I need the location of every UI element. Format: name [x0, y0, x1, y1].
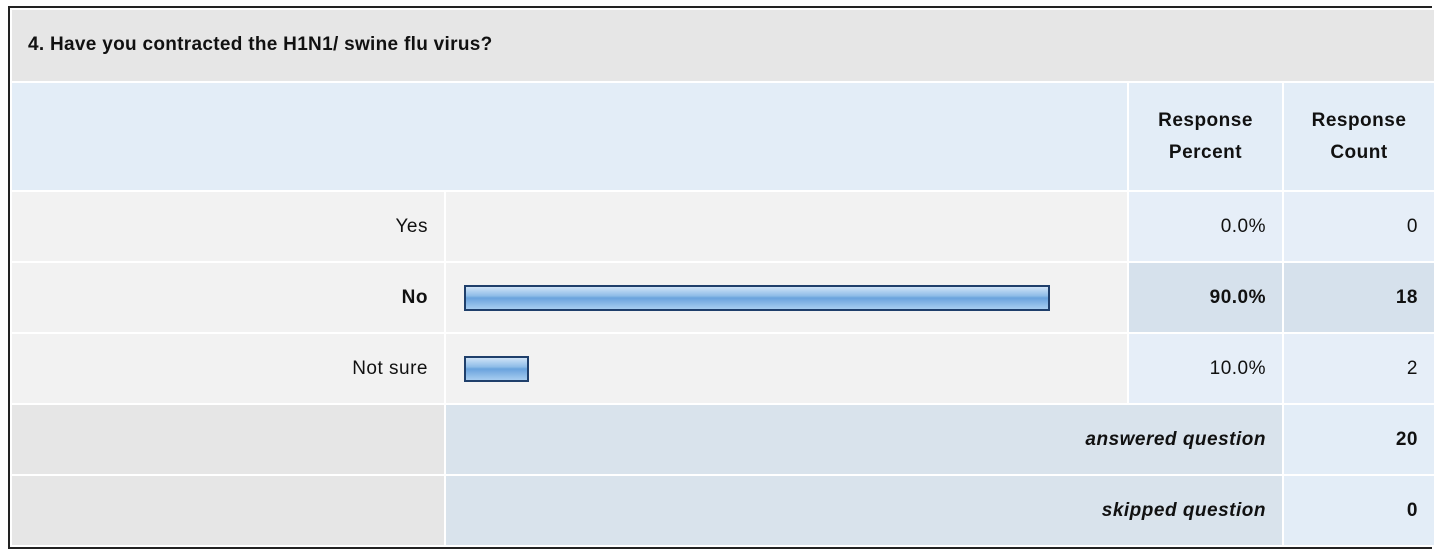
response-percent: 0.0%	[1127, 190, 1284, 264]
bar-cell	[444, 261, 1129, 335]
results-table: 4. Have you contracted the H1N1/ swine f…	[10, 8, 1436, 547]
response-percent: 90.0%	[1127, 261, 1284, 335]
summary-count: 0	[1282, 474, 1436, 547]
answer-label: Yes	[10, 190, 446, 264]
bar-cell	[444, 332, 1129, 406]
question-title: 4. Have you contracted the H1N1/ swine f…	[10, 8, 1436, 83]
summary-count: 20	[1282, 403, 1436, 477]
response-percent: 10.0%	[1127, 332, 1284, 406]
summary-label: answered question	[444, 403, 1284, 477]
header-blank	[10, 80, 1129, 193]
response-count: 18	[1282, 261, 1436, 335]
response-count: 2	[1282, 332, 1436, 406]
response-count: 0	[1282, 190, 1436, 264]
column-header: Response Count	[1282, 80, 1436, 193]
survey-panel: 4. Have you contracted the H1N1/ swine f…	[8, 6, 1436, 549]
column-header: Response Percent	[1127, 80, 1284, 193]
bar	[464, 355, 530, 382]
summary-label: skipped question	[444, 474, 1284, 547]
bar-cell	[444, 190, 1129, 264]
summary-blank	[10, 403, 446, 477]
answer-label: Not sure	[10, 332, 446, 406]
summary-blank	[10, 474, 446, 547]
answer-label: No	[10, 261, 446, 335]
bar	[464, 284, 1050, 311]
